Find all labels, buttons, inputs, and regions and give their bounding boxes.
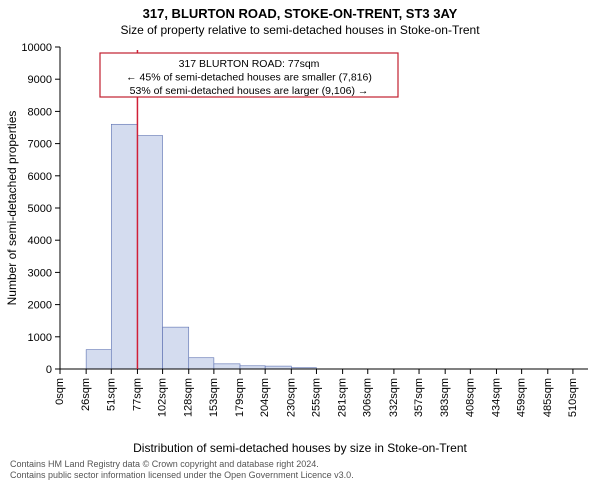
x-tick-label: 128sqm [183, 378, 195, 417]
y-tick-label: 6000 [28, 171, 52, 183]
footnote-line-1: Contains HM Land Registry data © Crown c… [10, 459, 592, 470]
y-axis-label: Number of semi-detached properties [5, 111, 19, 306]
y-tick-label: 4000 [28, 235, 52, 247]
x-tick-label: 485sqm [542, 378, 554, 417]
footnote: Contains HM Land Registry data © Crown c… [0, 455, 600, 482]
x-tick-label: 357sqm [413, 378, 425, 417]
x-tick-label: 204sqm [259, 378, 271, 417]
histogram-bar [189, 358, 214, 369]
x-tick-label: 51sqm [105, 378, 117, 411]
y-tick-label: 9000 [28, 74, 52, 86]
y-tick-label: 3000 [28, 267, 52, 279]
x-tick-label: 434sqm [490, 378, 502, 417]
y-tick-label: 7000 [28, 139, 52, 151]
x-tick-label: 332sqm [388, 378, 400, 417]
x-tick-label: 459sqm [516, 378, 528, 417]
histogram-bar [214, 364, 240, 369]
chart-title-sub: Size of property relative to semi-detach… [0, 21, 600, 39]
x-tick-label: 383sqm [439, 378, 451, 417]
x-tick-label: 255sqm [310, 378, 322, 417]
y-tick-label: 8000 [28, 106, 52, 118]
footnote-line-2: Contains public sector information licen… [10, 470, 592, 481]
histogram-bar [137, 136, 162, 369]
x-tick-label: 26sqm [80, 378, 92, 411]
histogram-bar [86, 350, 111, 369]
histogram-svg: 0 1000 2000 3000 4000 5000 6000 7000 8000 9000 100… [0, 39, 600, 434]
x-tick-label: 77sqm [131, 378, 143, 411]
histogram-bar [111, 124, 137, 369]
annotation-line: 53% of semi-detached houses are larger (… [130, 85, 369, 97]
x-tick-label: 230sqm [285, 378, 297, 417]
chart-area: 0 1000 2000 3000 4000 5000 6000 7000 8000 9000 100… [0, 39, 600, 439]
x-tick-label: 153sqm [208, 378, 220, 417]
annotation-line: ← 45% of semi-detached houses are smalle… [126, 72, 372, 84]
x-tick-label: 281sqm [337, 378, 349, 417]
chart-title-main: 317, BLURTON ROAD, STOKE-ON-TRENT, ST3 3… [0, 0, 600, 21]
y-tick-label: 2000 [28, 300, 52, 312]
x-tick-label: 0sqm [54, 378, 66, 405]
x-tick-label: 510sqm [567, 378, 579, 417]
x-axis-label: Distribution of semi-detached houses by … [0, 441, 600, 455]
x-tick-label: 306sqm [362, 378, 374, 417]
y-tick-label: 5000 [28, 203, 52, 215]
y-tick-label: 1000 [28, 332, 52, 344]
y-tick-label: 10000 [21, 42, 52, 54]
x-tick-label: 102sqm [157, 378, 169, 417]
annotation-line: 317 BLURTON ROAD: 77sqm [179, 58, 320, 70]
histogram-bar [163, 327, 189, 369]
x-tick-label: 179sqm [234, 378, 246, 417]
x-tick-label: 408sqm [464, 378, 476, 417]
y-tick-label: 0 [46, 364, 52, 376]
